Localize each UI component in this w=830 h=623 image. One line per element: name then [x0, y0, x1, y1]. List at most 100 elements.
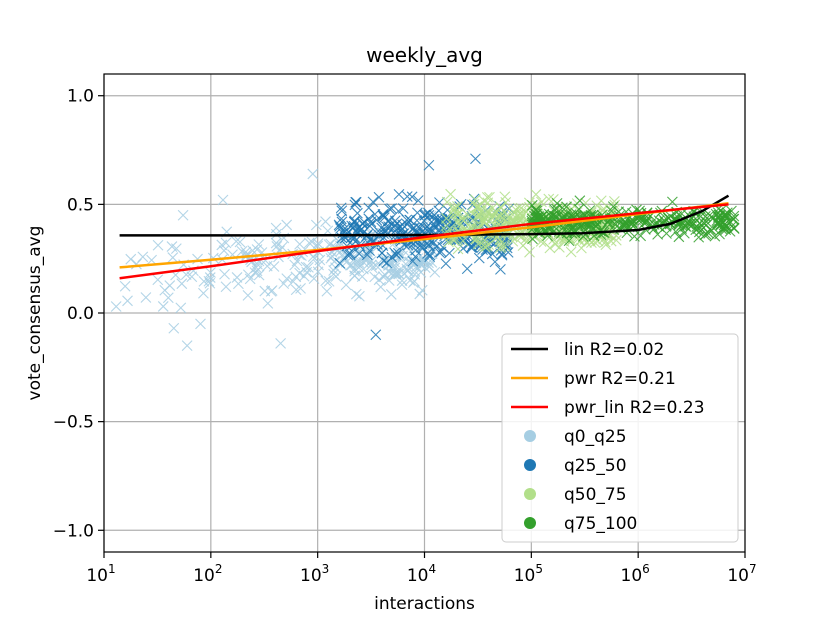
scatter-point-q0_q25	[251, 265, 263, 277]
scatter-point-q25_50	[365, 218, 377, 230]
scatter-point-q0_q25	[306, 236, 318, 248]
scatter-point-q50_75	[494, 238, 506, 250]
x-tick-label: 101	[86, 562, 115, 586]
scatter-point-q0_q25	[281, 273, 293, 285]
scatter-point-q50_75	[441, 196, 453, 208]
scatter-point-q0_q25	[242, 289, 254, 301]
scatter-point-q75_100	[526, 199, 538, 211]
y-tick-label: 0.5	[67, 195, 94, 215]
scatter-point-q50_75	[449, 207, 461, 218]
scatter-point-q0_q25	[157, 301, 169, 312]
scatter-point-q75_100	[585, 220, 597, 232]
scatter-point-q75_100	[704, 223, 716, 235]
scatter-point-q0_q25	[375, 281, 387, 293]
scatter-point-q0_q25	[383, 275, 395, 286]
scatter-points	[110, 153, 740, 351]
fit-line-pwr_lin	[119, 203, 729, 280]
scatter-point-q0_q25	[220, 281, 232, 293]
scatter-point-q0_q25	[207, 252, 219, 264]
scatter-point-q0_q25	[369, 271, 381, 283]
scatter-point-q0_q25	[177, 209, 189, 221]
scatter-point-q0_q25	[231, 272, 243, 283]
scatter-point-q75_100	[533, 211, 545, 222]
scatter-point-q25_50	[393, 205, 404, 217]
scatter-point-q50_75	[482, 204, 494, 216]
scatter-point-q75_100	[652, 229, 664, 240]
x-tick-label: 106	[621, 562, 650, 586]
scatter-point-q0_q25	[181, 340, 193, 351]
scatter-point-q0_q25	[354, 290, 365, 302]
scatter-point-q50_75	[600, 239, 612, 251]
scatter-point-q50_75	[463, 227, 475, 239]
scatter-point-q25_50	[409, 251, 421, 263]
scatter-point-q0_q25	[312, 238, 324, 249]
scatter-point-q0_q25	[396, 279, 408, 290]
scatter-point-q25_50	[433, 246, 445, 258]
scatter-point-q25_50	[342, 249, 354, 261]
scatter-point-q0_q25	[294, 238, 306, 250]
legend-label: q0_q25	[564, 427, 627, 447]
scatter-point-q0_q25	[230, 236, 242, 247]
scatter-point-q50_75	[480, 212, 491, 224]
chart-title: weekly_avg	[366, 43, 483, 67]
scatter-point-q75_100	[685, 217, 697, 229]
scatter-point-q0_q25	[390, 267, 402, 278]
scatter-point-q25_50	[424, 251, 436, 263]
scatter-point-q0_q25	[325, 252, 337, 264]
scatter-point-q75_100	[528, 210, 540, 222]
scatter-point-q0_q25	[159, 284, 171, 296]
scatter-point-q0_q25	[247, 245, 259, 257]
scatter-point-q50_75	[478, 215, 490, 227]
legend-swatch	[524, 430, 536, 442]
legend-swatch	[524, 517, 536, 529]
scatter-point-q0_q25	[195, 318, 206, 330]
x-tick-label: 102	[193, 562, 222, 586]
scatter-point-q0_q25	[366, 262, 378, 274]
scatter-point-q50_75	[553, 242, 565, 253]
scatter-point-q0_q25	[358, 256, 369, 268]
scatter-point-q50_75	[462, 209, 474, 221]
scatter-point-q50_75	[494, 234, 506, 245]
scatter-point-q25_50	[461, 263, 473, 275]
scatter-point-q0_q25	[308, 273, 320, 285]
scatter-point-q0_q25	[270, 222, 282, 234]
scatter-point-q50_75	[445, 188, 456, 200]
scatter-point-q75_100	[563, 235, 575, 247]
scatter-point-q50_75	[576, 242, 587, 254]
scatter-point-q50_75	[521, 236, 533, 248]
scatter-point-q0_q25	[233, 278, 244, 290]
scatter-point-q50_75	[452, 207, 464, 219]
scatter-point-q25_50	[423, 209, 435, 221]
scatter-point-q75_100	[626, 216, 638, 228]
scatter-point-q0_q25	[234, 236, 246, 248]
scatter-point-q0_q25	[366, 259, 377, 271]
legend-label: q75_100	[564, 514, 637, 534]
scatter-point-q75_100	[721, 210, 733, 221]
scatter-point-q0_q25	[170, 243, 182, 255]
scatter-point-q25_50	[391, 223, 403, 234]
scatter-point-q25_50	[349, 199, 361, 211]
scatter-point-q0_q25	[290, 284, 302, 296]
legend-label: pwr_lin R2=0.23	[564, 398, 705, 418]
scatter-point-q0_q25	[220, 237, 232, 249]
scatter-point-q0_q25	[236, 245, 248, 257]
scatter-point-q75_100	[670, 226, 682, 238]
scatter-point-q75_100	[727, 214, 739, 225]
scatter-point-q0_q25	[290, 271, 302, 283]
y-tick-label: −1.0	[53, 521, 94, 541]
scatter-point-q50_75	[543, 193, 555, 205]
scatter-point-q25_50	[398, 228, 410, 239]
scatter-point-q25_50	[434, 218, 446, 229]
scatter-point-q75_100	[574, 195, 586, 207]
legend: lin R2=0.02 pwr R2=0.21 pwr_lin R2=0.23 q0_…	[501, 333, 739, 543]
fit-line-lin	[119, 194, 730, 237]
scatter-point-q0_q25	[219, 268, 230, 280]
scatter-point-q25_50	[370, 329, 382, 341]
scatter-point-q75_100	[635, 230, 647, 242]
scatter-point-q25_50	[376, 247, 388, 259]
scatter-point-q0_q25	[110, 301, 122, 312]
scatter-point-q25_50	[359, 217, 370, 228]
scatter-point-q0_q25	[275, 338, 287, 349]
scatter-point-q25_50	[393, 188, 405, 200]
